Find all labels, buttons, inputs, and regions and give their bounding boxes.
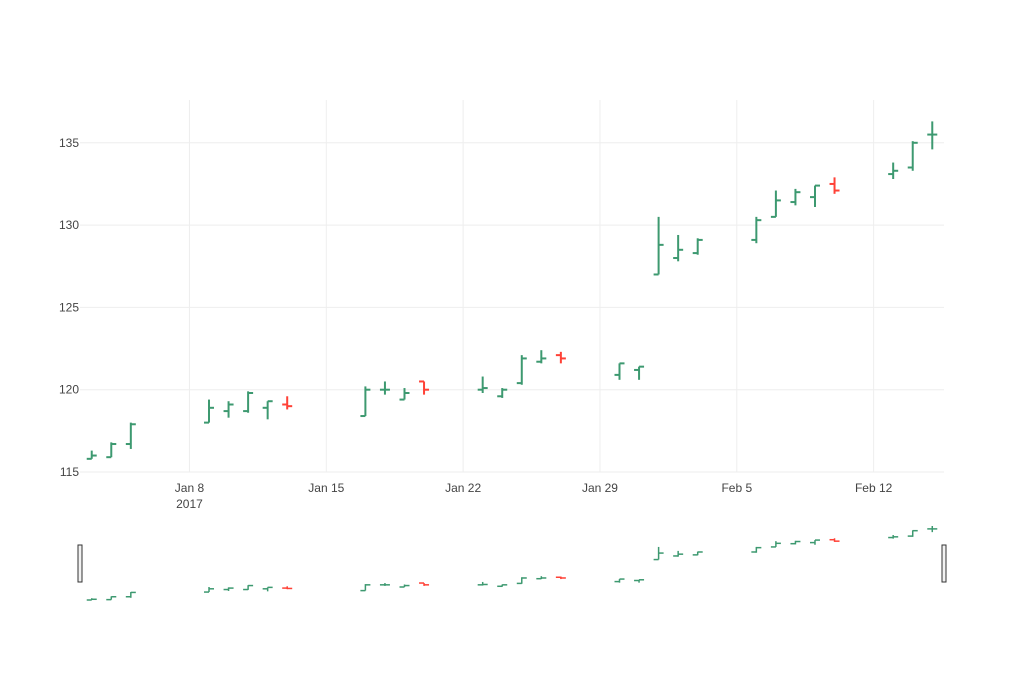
ohlc-bar[interactable] xyxy=(419,380,430,395)
range-slider-bar xyxy=(888,535,899,539)
range-slider-bar xyxy=(555,576,566,580)
range-slider[interactable] xyxy=(77,526,947,601)
range-slider-bar xyxy=(516,577,527,585)
ohlc-bar[interactable] xyxy=(243,391,254,413)
ohlc-bar[interactable] xyxy=(282,396,293,410)
ohlc-bar[interactable] xyxy=(888,162,899,180)
ohlc-bar[interactable] xyxy=(907,141,918,171)
ohlc-bar[interactable] xyxy=(125,422,136,449)
ohlc-bar[interactable] xyxy=(399,388,410,401)
x-tick-year-label: 2017 xyxy=(176,497,203,511)
range-slider-bar xyxy=(243,584,254,591)
ohlc-bar[interactable] xyxy=(204,399,215,424)
ohlc-bar[interactable] xyxy=(809,184,820,207)
range-slider-bar xyxy=(125,591,136,598)
range-slider-bar xyxy=(419,582,430,586)
range-slider-bar xyxy=(223,587,234,591)
ohlc-bar[interactable] xyxy=(790,188,801,206)
y-tick-label: 125 xyxy=(59,300,79,314)
range-slider-bar xyxy=(399,584,410,588)
x-gridlines xyxy=(188,100,875,472)
range-slider-bar xyxy=(477,581,488,586)
ohlc-bar[interactable] xyxy=(634,365,645,380)
range-slider-bars xyxy=(86,526,938,601)
ohlc-bar[interactable] xyxy=(223,401,234,418)
ohlc-bar[interactable] xyxy=(477,376,488,393)
range-slider-bar xyxy=(86,598,97,601)
x-tick-label: Feb 12 xyxy=(855,481,893,495)
range-slider-bar xyxy=(809,539,820,545)
x-tick-label: Feb 5 xyxy=(721,481,752,495)
range-slider-bar xyxy=(751,546,762,553)
ohlc-bar[interactable] xyxy=(555,351,566,364)
range-slider-bar xyxy=(927,526,938,533)
range-slider-bar xyxy=(634,579,645,583)
ohlc-bar[interactable] xyxy=(497,388,508,398)
range-slider-bar xyxy=(673,550,684,557)
y-tick-label: 115 xyxy=(60,465,79,479)
y-tick-label: 120 xyxy=(59,383,79,397)
range-slider-bar xyxy=(614,578,625,583)
range-slider-bar xyxy=(282,586,293,590)
range-slider-bar xyxy=(692,551,703,556)
range-slider-bar xyxy=(790,540,801,545)
ohlc-bar[interactable] xyxy=(106,442,117,459)
ohlc-bars[interactable] xyxy=(86,121,938,460)
ohlc-bar[interactable] xyxy=(379,381,390,395)
range-slider-bar xyxy=(770,541,781,548)
range-slider-bar xyxy=(653,546,664,561)
range-slider-bar xyxy=(262,586,273,592)
ohlc-bar[interactable] xyxy=(536,350,547,364)
ohlc-bar[interactable] xyxy=(829,177,840,194)
ohlc-bar[interactable] xyxy=(360,386,371,418)
ohlc-bar[interactable] xyxy=(692,238,703,255)
y-gridlines xyxy=(80,142,944,473)
range-slider-bar xyxy=(106,596,117,601)
x-tick-label: Jan 8 xyxy=(175,481,205,495)
ohlc-bar[interactable] xyxy=(653,216,664,276)
x-tick-label: Jan 29 xyxy=(582,481,618,495)
range-slider-bar xyxy=(379,583,390,586)
range-slider-bar xyxy=(497,584,508,588)
ohlc-bar[interactable] xyxy=(673,234,684,262)
ohlc-bar[interactable] xyxy=(516,355,527,385)
range-slider-left-handle[interactable] xyxy=(77,544,83,583)
y-tick-label: 130 xyxy=(59,218,79,232)
y-axis-tick-labels: 115 120 125 130 135 xyxy=(59,136,79,479)
y-tick-label: 135 xyxy=(59,136,79,150)
ohlc-bar[interactable] xyxy=(927,121,938,150)
x-axis-tick-labels: Jan 8 2017 Jan 15 Jan 22 Jan 29 Feb 5 Feb 12 xyxy=(175,481,893,511)
x-tick-label: Jan 15 xyxy=(308,481,344,495)
range-slider-bar xyxy=(536,576,547,580)
range-slider-bar xyxy=(907,529,918,537)
range-slider-bar xyxy=(204,587,215,593)
range-slider-bar xyxy=(829,538,840,542)
ohlc-bar[interactable] xyxy=(770,190,781,218)
ohlc-bar[interactable] xyxy=(751,216,762,244)
ohlc-bar[interactable] xyxy=(86,450,97,460)
ohlc-bar[interactable] xyxy=(262,400,273,420)
range-slider-right-handle[interactable] xyxy=(941,544,947,583)
x-tick-label: Jan 22 xyxy=(445,481,481,495)
ohlc-bar[interactable] xyxy=(614,362,625,380)
range-slider-bar xyxy=(360,584,371,592)
